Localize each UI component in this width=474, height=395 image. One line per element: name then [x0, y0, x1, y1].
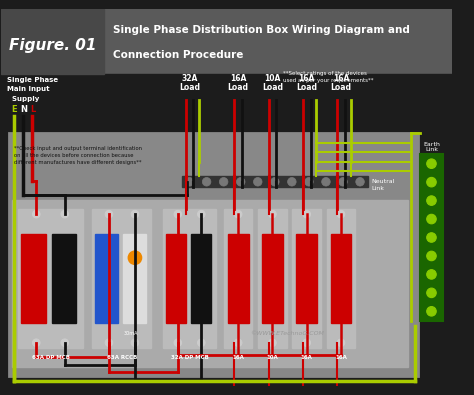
Text: 32A DP MCB: 32A DP MCB [171, 355, 209, 360]
Bar [327, 209, 356, 348]
Text: 16A: 16A [230, 74, 246, 83]
Circle shape [254, 177, 262, 186]
Circle shape [61, 211, 69, 218]
Circle shape [219, 177, 228, 186]
Circle shape [185, 177, 194, 186]
Circle shape [128, 251, 142, 264]
Circle shape [237, 177, 245, 186]
Text: Earth: Earth [423, 141, 440, 147]
Circle shape [427, 233, 436, 242]
Circle shape [269, 339, 276, 346]
Circle shape [288, 177, 296, 186]
Text: Supply: Supply [7, 96, 39, 102]
Circle shape [269, 211, 276, 218]
Text: Single Phase Distribution Box Wiring Diagram and: Single Phase Distribution Box Wiring Dia… [113, 25, 410, 35]
Circle shape [174, 211, 182, 218]
Circle shape [427, 214, 436, 224]
Circle shape [303, 339, 310, 346]
Circle shape [427, 288, 436, 297]
Text: **Select ratings of the devices
used as per your requirements**: **Select ratings of the devices used as … [283, 71, 374, 83]
Circle shape [105, 339, 113, 346]
Bar [95, 234, 118, 323]
Text: **Check input and output terminal identification
on all the devices before conne: **Check input and output terminal identi… [14, 146, 142, 166]
Text: Load: Load [228, 83, 249, 92]
Text: 16A: 16A [335, 355, 347, 360]
Bar [9, 133, 418, 376]
Text: 10A: 10A [266, 355, 278, 360]
Text: L: L [31, 105, 36, 114]
Text: ©WWW.ETechnoG.COM: ©WWW.ETechnoG.COM [250, 331, 324, 336]
Circle shape [427, 307, 436, 316]
Circle shape [131, 211, 139, 218]
Circle shape [32, 211, 40, 218]
Bar [224, 209, 253, 348]
Text: Load: Load [262, 83, 283, 92]
Text: Main Input: Main Input [7, 86, 49, 92]
Text: Connection Procedure: Connection Procedure [113, 50, 244, 60]
Bar [166, 234, 186, 323]
Circle shape [322, 177, 330, 186]
Text: 16A: 16A [232, 355, 244, 360]
Circle shape [427, 251, 436, 261]
Circle shape [305, 177, 313, 186]
Circle shape [202, 177, 211, 186]
Text: 63A DP MCB: 63A DP MCB [31, 355, 70, 360]
Text: Load: Load [179, 83, 200, 92]
Text: N: N [20, 105, 27, 114]
Text: 30mA: 30mA [124, 331, 138, 336]
Text: 10A: 10A [264, 74, 281, 83]
Circle shape [198, 211, 205, 218]
Bar [18, 209, 83, 348]
Text: 63A RCCB: 63A RCCB [107, 355, 137, 360]
Circle shape [61, 339, 69, 346]
Bar [1, 9, 452, 74]
Bar [182, 176, 368, 188]
Bar [123, 234, 146, 323]
Text: 16A: 16A [333, 74, 349, 83]
Circle shape [427, 270, 436, 279]
Text: Neutral: Neutral [372, 179, 395, 184]
Circle shape [356, 177, 365, 186]
Circle shape [303, 211, 310, 218]
Bar [292, 209, 321, 348]
Circle shape [174, 339, 182, 346]
Circle shape [339, 177, 347, 186]
Circle shape [234, 211, 242, 218]
Circle shape [427, 177, 436, 187]
Bar [420, 154, 443, 321]
Circle shape [131, 339, 139, 346]
Circle shape [234, 339, 242, 346]
Circle shape [32, 339, 40, 346]
Bar [330, 234, 352, 323]
Text: Load: Load [296, 83, 317, 92]
Circle shape [105, 211, 113, 218]
Text: 32A: 32A [182, 74, 198, 83]
Bar [1, 9, 104, 74]
Text: Load: Load [330, 83, 352, 92]
Bar [262, 234, 283, 323]
Text: Figure. 01: Figure. 01 [9, 38, 96, 53]
Bar [21, 234, 46, 323]
Text: Single Phase: Single Phase [7, 77, 58, 83]
Circle shape [271, 177, 279, 186]
Text: Link: Link [372, 186, 384, 191]
Bar [258, 209, 287, 348]
Circle shape [198, 339, 205, 346]
Circle shape [337, 211, 345, 218]
Bar [12, 200, 408, 367]
Text: 16A: 16A [301, 355, 313, 360]
Circle shape [337, 339, 345, 346]
Bar [228, 234, 249, 323]
Bar [191, 234, 211, 323]
Bar [163, 209, 216, 348]
Bar [92, 209, 152, 348]
Text: 16A: 16A [299, 74, 315, 83]
Bar [296, 234, 317, 323]
Text: E: E [11, 105, 17, 114]
Text: Link: Link [425, 147, 438, 152]
Circle shape [427, 159, 436, 168]
Circle shape [427, 196, 436, 205]
Bar [1, 74, 452, 386]
Bar [52, 234, 76, 323]
